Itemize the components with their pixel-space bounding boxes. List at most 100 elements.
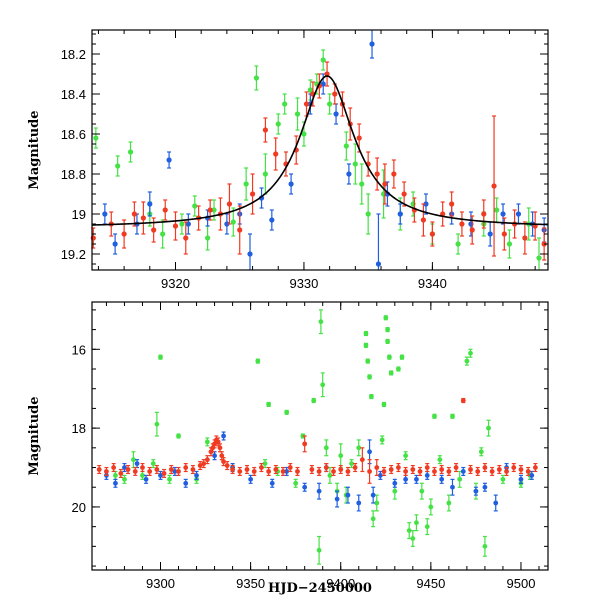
x-tick-label: 9300: [146, 576, 175, 591]
data-point: [280, 469, 286, 474]
data-point: [370, 516, 376, 522]
data-point: [102, 211, 108, 217]
data-point: [367, 449, 372, 455]
data-point: [522, 235, 528, 241]
data-point: [356, 135, 362, 141]
data-point: [486, 425, 491, 431]
data-point: [460, 469, 466, 474]
data-point: [140, 215, 146, 221]
data-point: [224, 221, 230, 227]
data-point: [320, 382, 326, 388]
data-point: [446, 500, 452, 506]
data-point: [383, 315, 389, 321]
data-point: [396, 366, 401, 372]
data-point: [243, 181, 249, 187]
data-point: [295, 469, 300, 474]
data-point: [275, 121, 281, 127]
data-point: [147, 201, 153, 207]
data-point: [122, 465, 127, 470]
bottom-plot-frame: [91, 301, 549, 571]
data-point: [302, 441, 308, 447]
data-point: [437, 457, 443, 463]
data-point: [113, 480, 118, 486]
data-point: [104, 469, 109, 474]
data-point: [176, 433, 181, 439]
data-point: [334, 496, 340, 502]
data-point: [112, 241, 118, 247]
data-point: [367, 374, 372, 380]
data-point: [179, 221, 185, 227]
y-tick-label: 18.6: [61, 127, 86, 142]
data-point: [158, 354, 163, 360]
data-point: [221, 459, 226, 465]
data-point: [134, 461, 140, 466]
data-point: [414, 520, 419, 526]
data-point: [396, 465, 401, 470]
top-fit-curve: [91, 75, 549, 226]
data-point: [122, 476, 127, 482]
data-point: [259, 465, 264, 470]
y-tick-label: 18.8: [61, 167, 86, 182]
data-point: [410, 467, 416, 472]
data-point: [363, 331, 369, 336]
data-point: [397, 211, 403, 217]
data-point: [343, 143, 349, 149]
data-point: [160, 231, 166, 237]
data-point: [248, 476, 254, 482]
data-point: [162, 207, 168, 213]
data-point: [493, 500, 499, 506]
data-point: [167, 476, 172, 482]
data-point: [197, 463, 203, 468]
data-point: [172, 223, 179, 229]
data-point: [403, 453, 409, 459]
data-point: [316, 488, 322, 494]
x-tick-label: 9340: [418, 276, 447, 291]
data-point: [127, 149, 134, 155]
y-tick-label: 18.2: [61, 47, 86, 62]
data-point: [429, 231, 435, 237]
data-point: [500, 211, 506, 217]
data-point: [331, 469, 336, 474]
bottom-y-axis-label: Magnitude: [27, 396, 42, 475]
data-point: [269, 480, 275, 486]
data-point: [501, 231, 507, 237]
data-point: [500, 476, 506, 482]
data-point: [316, 547, 322, 553]
data-point: [455, 241, 461, 247]
data-point: [96, 467, 102, 472]
data-point: [150, 461, 156, 466]
data-point: [450, 413, 455, 419]
data-point: [403, 469, 409, 474]
data-point: [333, 111, 339, 117]
data-point: [190, 467, 196, 472]
data-point: [388, 370, 394, 376]
data-point: [374, 171, 380, 177]
data-point: [316, 469, 322, 474]
data-point: [352, 161, 358, 167]
data-point: [356, 500, 362, 506]
data-point: [266, 469, 272, 474]
data-point: [424, 524, 430, 530]
data-point: [481, 211, 487, 217]
data-point: [320, 81, 326, 87]
data-point: [166, 157, 172, 163]
data-point: [332, 91, 338, 97]
data-point: [345, 469, 351, 474]
data-point: [475, 469, 481, 474]
data-point: [363, 342, 369, 348]
data-point: [518, 476, 524, 482]
data-point: [154, 421, 160, 427]
data-point: [460, 398, 466, 403]
data-point: [374, 500, 380, 506]
data-point: [301, 131, 307, 137]
top-y-axis-label: Magnitude: [27, 110, 42, 189]
data-point: [111, 465, 117, 470]
data-point: [125, 467, 131, 472]
data-point: [420, 217, 427, 223]
data-point: [446, 469, 452, 474]
data-point: [392, 488, 398, 494]
data-point: [491, 183, 497, 189]
data-point: [269, 217, 275, 223]
data-point: [469, 227, 475, 233]
